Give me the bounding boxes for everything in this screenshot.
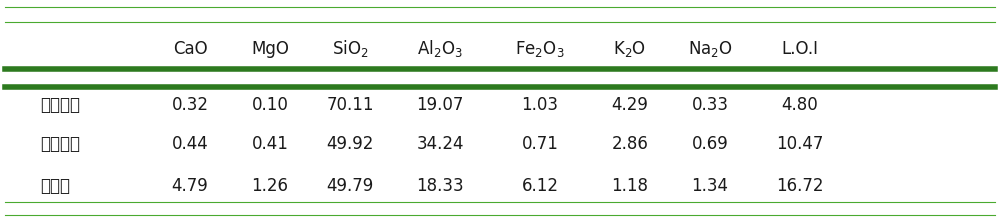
Text: 1.26: 1.26 bbox=[252, 177, 288, 194]
Text: 0.10: 0.10 bbox=[252, 96, 288, 114]
Text: 1.03: 1.03 bbox=[522, 96, 558, 114]
Text: 49.92: 49.92 bbox=[326, 135, 374, 153]
Text: 贫高岭土: 贫高岭土 bbox=[40, 96, 80, 114]
Text: 0.69: 0.69 bbox=[692, 135, 728, 153]
Text: CaO: CaO bbox=[173, 40, 207, 58]
Text: SiO$_2$: SiO$_2$ bbox=[332, 38, 368, 59]
Text: 4.80: 4.80 bbox=[782, 96, 818, 114]
Text: 49.79: 49.79 bbox=[326, 177, 374, 194]
Text: 34.24: 34.24 bbox=[416, 135, 464, 153]
Text: 70.11: 70.11 bbox=[326, 96, 374, 114]
Text: 0.41: 0.41 bbox=[252, 135, 288, 153]
Text: Na$_2$O: Na$_2$O bbox=[688, 39, 732, 59]
Text: 富高岭土: 富高岭土 bbox=[40, 135, 80, 153]
Text: 2.86: 2.86 bbox=[612, 135, 648, 153]
Text: 0.33: 0.33 bbox=[692, 96, 728, 114]
Text: 10.47: 10.47 bbox=[776, 135, 824, 153]
Text: 16.72: 16.72 bbox=[776, 177, 824, 194]
Text: 18.33: 18.33 bbox=[416, 177, 464, 194]
Text: 1.18: 1.18 bbox=[612, 177, 648, 194]
Text: 0.44: 0.44 bbox=[172, 135, 208, 153]
Text: 0.71: 0.71 bbox=[522, 135, 558, 153]
Text: K$_2$O: K$_2$O bbox=[613, 39, 647, 59]
Text: L.O.I: L.O.I bbox=[782, 40, 818, 58]
Text: 19.07: 19.07 bbox=[416, 96, 464, 114]
Text: 4.29: 4.29 bbox=[612, 96, 648, 114]
Text: Fe$_2$O$_3$: Fe$_2$O$_3$ bbox=[515, 39, 565, 59]
Text: 膏润土: 膏润土 bbox=[40, 177, 70, 194]
Text: 6.12: 6.12 bbox=[522, 177, 558, 194]
Text: 4.79: 4.79 bbox=[172, 177, 208, 194]
Text: 0.32: 0.32 bbox=[172, 96, 208, 114]
Text: MgO: MgO bbox=[251, 40, 289, 58]
Text: Al$_2$O$_3$: Al$_2$O$_3$ bbox=[417, 38, 463, 59]
Text: 1.34: 1.34 bbox=[692, 177, 728, 194]
